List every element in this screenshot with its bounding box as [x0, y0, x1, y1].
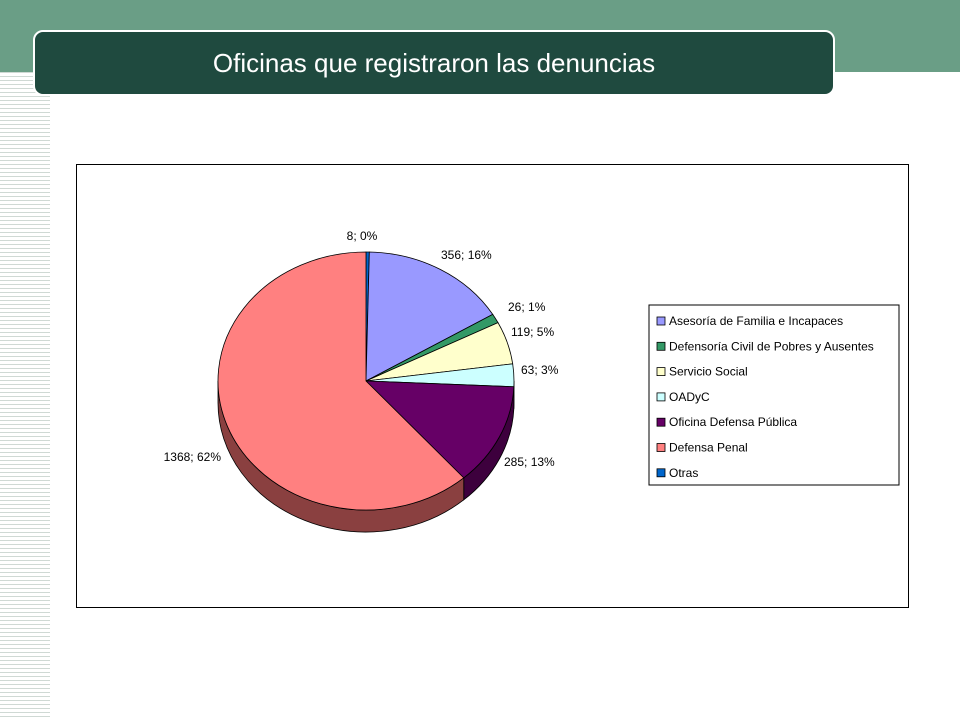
legend-label-oadyc: OADyC	[669, 390, 710, 404]
data-label-asesoria-de-familia-e-incapaces: 356; 16%	[441, 248, 492, 262]
page-title: Oficinas que registraron las denuncias	[212, 47, 656, 78]
title-bar: Oficinas que registraron las denuncias	[33, 30, 835, 96]
pie-chart: 8; 0% 356; 16% 26; 1% 119; 5% 63; 3% 285; 13%…	[164, 229, 900, 533]
data-label-servicio-social: 119; 5%	[511, 325, 554, 339]
legend-label-oficina-defensa-publica: Oficina Defensa Pública	[669, 415, 797, 429]
decorative-stripes	[0, 72, 50, 720]
data-label-defensa-penal: 1368; 62%	[164, 450, 222, 464]
data-label-defensoria-civil-de-pobres-y-ausentes: 26; 1%	[508, 300, 546, 314]
legend-label-servicio-social: Servicio Social	[669, 365, 748, 379]
chart-area: 8; 0% 356; 16% 26; 1% 119; 5% 63; 3% 285; 13%…	[76, 164, 909, 608]
legend-label-defensoria-civil-de-pobres-y-ausentes: Defensoría Civil de Pobres y Ausentes	[669, 339, 874, 353]
slice-asesoria-de-familia-e-incapaces	[365, 251, 494, 382]
data-label-oadyc: 63; 3%	[521, 363, 559, 377]
legend-swatch-otras	[656, 468, 666, 478]
legend-label-otras: Otras	[669, 466, 698, 480]
legend-swatch-defensoria-civil-de-pobres-y-ausentes	[656, 341, 666, 351]
slice-defensa-penal	[217, 251, 465, 511]
legend-swatch-asesoria-de-familia-e-incapaces	[656, 316, 666, 326]
legend-swatch-servicio-social	[656, 367, 666, 377]
legend-label-asesoria-de-familia-e-incapaces: Asesoría de Familia e Incapaces	[669, 314, 843, 328]
pie-slices	[217, 251, 515, 511]
slice-oficina-defensa-publica	[364, 380, 515, 479]
legend: Asesoría de Familia e Incapaces Defensorí…	[648, 304, 900, 486]
legend-swatch-oadyc	[656, 392, 666, 402]
legend-swatch-defensa-penal	[656, 443, 666, 452]
legend-box	[648, 304, 900, 486]
data-label-otras: 8; 0%	[347, 229, 378, 243]
legend-label-defensa-penal: Defensa Penal	[669, 441, 748, 455]
data-labels: 8; 0% 356; 16% 26; 1% 119; 5% 63; 3% 285; 13%…	[164, 229, 559, 469]
legend-swatch-oficina-defensa-publica	[656, 417, 666, 427]
data-label-oficina-defensa-publica: 285; 13%	[504, 455, 555, 469]
